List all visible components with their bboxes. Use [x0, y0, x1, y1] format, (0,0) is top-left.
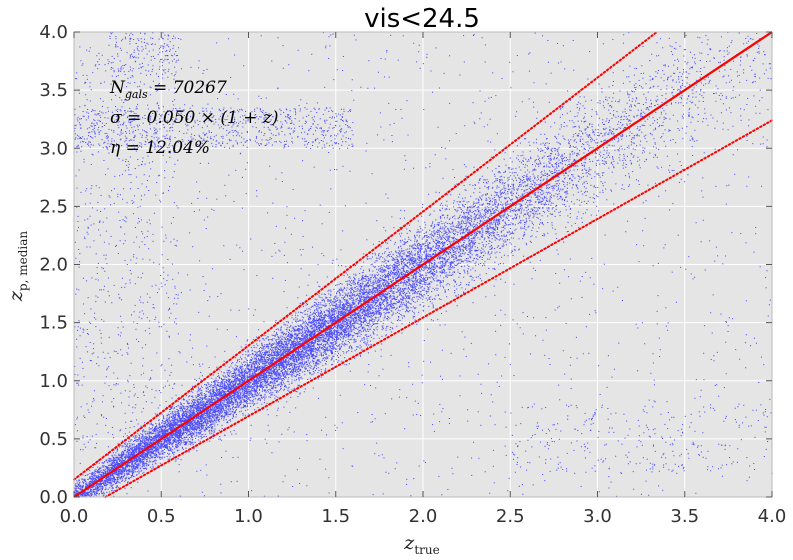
x-tick-label: 0.5 [147, 506, 176, 527]
x-tick-labels: 0.0 0.5 1.0 1.5 2.0 2.5 3.0 3.5 4.0 [60, 506, 787, 527]
upper-outlier-bound-line [73, 31, 658, 481]
y-tick-label: 4.0 [39, 22, 68, 43]
x-tick-label: 1.0 [234, 506, 263, 527]
annotation-eta: η = 12.04% [110, 138, 210, 158]
annotation-block: Ngals = 70267 σ = 0.050 × (1 + z) η = 12… [109, 78, 278, 158]
y-tick-label: 1.5 [39, 313, 68, 334]
x-tick-label: 2.0 [409, 506, 438, 527]
y-axis-label: zp, median [5, 231, 30, 302]
y-tick-label: 0.5 [39, 429, 68, 450]
one-to-one-line [73, 31, 773, 498]
x-tick-label: 0.0 [60, 506, 89, 527]
x-tick-label: 3.5 [670, 506, 699, 527]
y-tick-label: 1.0 [39, 371, 68, 392]
y-tick-label: 3.5 [39, 80, 68, 101]
y-tick-labels: 0.0 0.5 1.0 1.5 2.0 2.5 3.0 3.5 4.0 [39, 22, 68, 508]
x-axis-label: ztrue [403, 532, 439, 557]
x-tick-label: 1.5 [321, 506, 350, 527]
y-tick-label: 2.0 [39, 255, 68, 276]
y-tick-label: 3.0 [39, 138, 68, 159]
y-tick-label: 2.5 [39, 196, 68, 217]
axis-ticks [73, 31, 773, 498]
lower-outlier-bound-line [104, 119, 773, 498]
x-tick-label: 2.5 [496, 506, 525, 527]
x-tick-label: 3.0 [583, 506, 612, 527]
chart-title: vis<24.5 [364, 4, 480, 34]
annotation-ngals: Ngals = 70267 [109, 78, 227, 101]
annotation-sigma: σ = 0.050 × (1 + z) [110, 108, 278, 128]
x-tick-label: 4.0 [758, 506, 787, 527]
y-tick-label: 0.0 [39, 487, 68, 508]
